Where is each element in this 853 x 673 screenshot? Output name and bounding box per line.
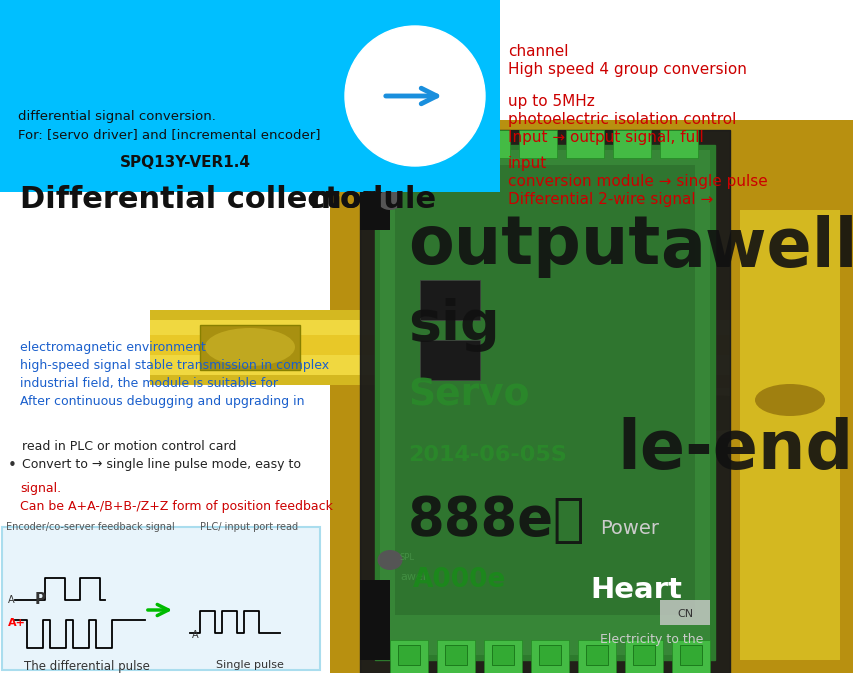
Text: •: • (8, 458, 17, 473)
Text: high-speed signal stable transmission in complex: high-speed signal stable transmission in… (20, 359, 328, 372)
Text: 888e。: 888e。 (408, 494, 585, 546)
Text: read in PLC or motion control card: read in PLC or motion control card (22, 440, 236, 453)
Text: Electricity to the: Electricity to the (600, 633, 703, 647)
Text: A: A (192, 630, 199, 640)
Bar (360, 580, 390, 660)
Bar (420, 280, 479, 320)
Bar (472, 130, 509, 158)
Bar (329, 120, 853, 673)
Text: SPQ13Y-VER1.4: SPQ13Y-VER1.4 (119, 155, 250, 170)
Text: CN: CN (676, 609, 693, 619)
Text: conversion module → single pulse: conversion module → single pulse (508, 174, 767, 189)
Ellipse shape (754, 384, 824, 416)
Bar (585, 645, 607, 665)
Bar (659, 130, 697, 158)
Bar (491, 645, 514, 665)
Bar (420, 340, 479, 380)
Text: photoelectric isolation control: photoelectric isolation control (508, 112, 735, 127)
Text: Heart: Heart (589, 576, 681, 604)
Text: input: input (508, 156, 547, 171)
Bar (2, 527, 320, 670)
Text: High speed 4 group conversion: High speed 4 group conversion (508, 62, 746, 77)
Bar (519, 130, 556, 158)
Bar (538, 645, 560, 665)
Bar (671, 640, 709, 673)
Bar (566, 130, 603, 158)
Text: Encoder/co-server feedback signal: Encoder/co-server feedback signal (6, 522, 174, 532)
Ellipse shape (377, 190, 402, 210)
Polygon shape (374, 145, 714, 660)
Text: Single pulse: Single pulse (216, 660, 283, 670)
Bar (380, 150, 709, 655)
Bar (624, 640, 662, 673)
Text: up to 5MHz: up to 5MHz (508, 94, 594, 109)
Bar (577, 640, 615, 673)
Text: 2014-06-05S: 2014-06-05S (408, 445, 566, 465)
Text: Power: Power (600, 518, 659, 538)
Text: A+: A+ (8, 618, 26, 628)
Bar (390, 640, 427, 673)
Bar (395, 165, 694, 615)
Bar (360, 150, 390, 230)
Bar (425, 130, 462, 158)
Text: electromagnetic environment: electromagnetic environment (20, 341, 206, 354)
Text: module: module (310, 185, 437, 214)
Bar (0, 0, 499, 192)
Bar (378, 130, 415, 158)
Text: A000e: A000e (413, 567, 506, 593)
Text: output: output (408, 212, 659, 278)
Text: For: [servo driver] and [incremental encoder]: For: [servo driver] and [incremental enc… (18, 128, 320, 141)
Text: Servo: Servo (408, 377, 529, 413)
Ellipse shape (205, 328, 294, 366)
Circle shape (345, 26, 485, 166)
Text: PLC/ input port read: PLC/ input port read (200, 522, 298, 532)
Ellipse shape (377, 550, 402, 570)
Text: industrial field, the module is suitable for: industrial field, the module is suitable… (20, 377, 278, 390)
Bar (740, 210, 839, 660)
Bar (549, 380, 853, 445)
Bar (437, 640, 474, 673)
Text: differential signal conversion.: differential signal conversion. (18, 110, 216, 123)
Text: The differential pulse: The differential pulse (24, 660, 150, 673)
Text: le-ended: le-ended (616, 417, 853, 483)
Text: awell: awell (659, 215, 853, 281)
Bar (444, 645, 467, 665)
Bar (484, 640, 521, 673)
Bar (632, 645, 654, 665)
Bar (200, 325, 299, 370)
Text: awell: awell (399, 572, 428, 582)
Bar (150, 335, 849, 355)
Text: channel: channel (508, 44, 568, 59)
Text: Differential 2-wire signal →: Differential 2-wire signal → (508, 192, 712, 207)
Bar (679, 645, 701, 665)
Text: P: P (35, 592, 46, 608)
Bar (659, 600, 709, 625)
Bar (150, 320, 849, 375)
Bar (612, 130, 650, 158)
Text: Input → output signal, full: Input → output signal, full (508, 130, 703, 145)
Ellipse shape (679, 396, 759, 431)
Text: A: A (8, 595, 15, 605)
Bar (397, 645, 420, 665)
Bar (729, 200, 853, 670)
Bar (150, 310, 849, 385)
Text: Differential collector: Differential collector (20, 185, 375, 214)
Text: After continuous debugging and upgrading in: After continuous debugging and upgrading… (20, 395, 305, 408)
Text: SPL: SPL (399, 553, 415, 562)
Text: Convert to → single line pulse mode, easy to: Convert to → single line pulse mode, eas… (22, 458, 300, 471)
Text: Can be A+A-/B+B-/Z+Z form of position feedback: Can be A+A-/B+B-/Z+Z form of position fe… (20, 500, 333, 513)
Bar (531, 640, 568, 673)
Polygon shape (360, 130, 729, 673)
Bar (549, 388, 853, 438)
Text: sig: sig (408, 298, 499, 352)
Text: signal.: signal. (20, 482, 61, 495)
